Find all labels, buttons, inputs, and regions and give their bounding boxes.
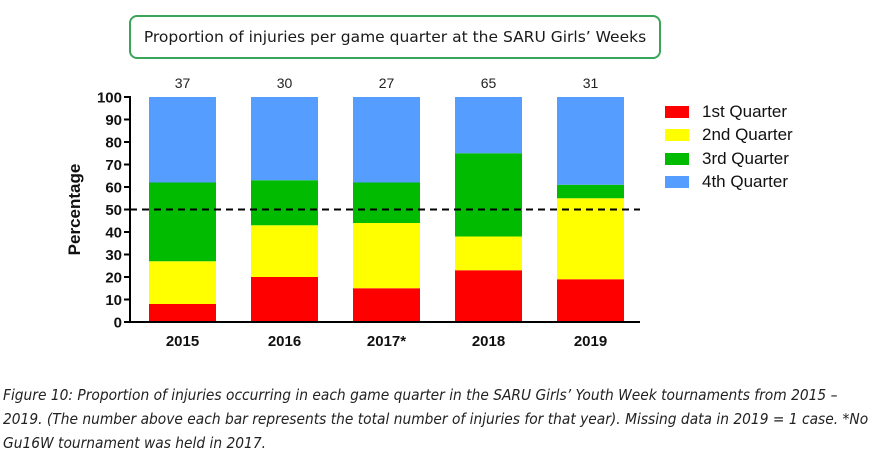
caption-label: Figure 10: (3, 386, 74, 404)
bar-segment-2019-q2 (557, 198, 624, 280)
bar-segment-2017-q3 (353, 182, 420, 223)
legend-swatch (665, 105, 689, 118)
legend-label: 2nd Quarter (702, 125, 793, 145)
bar-total-label: 37 (175, 75, 191, 91)
legend-label: 4th Quarter (702, 172, 788, 192)
bar-segment-2016-q4 (251, 97, 318, 181)
bar-segment-2017-q4 (353, 97, 420, 183)
bar-segment-2018-q3 (455, 153, 522, 237)
bar-segment-2019-q4 (557, 97, 624, 185)
bar-segment-2019-q3 (557, 184, 624, 199)
axes-group: 2015 2016 2017* 2018 2019 0 10 20 30 40 50 60 70 80 90… (97, 90, 640, 350)
x-tick-label: 2017* (367, 333, 406, 350)
y-tick-label: 30 (105, 247, 122, 264)
bar-total-label: 31 (583, 75, 599, 91)
bar-segment-2018-q1 (455, 270, 522, 322)
bar-segment-2016-q2 (251, 225, 318, 277)
bar-segment-2015-q1 (149, 304, 216, 322)
y-tick-label: 80 (105, 135, 122, 152)
legend-item: 4th Quarter (665, 171, 793, 195)
legend: 1st Quarter 2nd Quarter 3rd Quarter 4th Qua… (665, 100, 793, 194)
stacked-bar-chart: 37 30 27 65 31 2015 2016 2017* 2018 2019 0 10 20 30 4… (65, 75, 640, 350)
y-tick-label: 60 (105, 180, 122, 197)
bar-segment-2016-q3 (251, 180, 318, 226)
y-tick-label: 90 (105, 112, 122, 129)
bar-segment-2019-q1 (557, 279, 624, 322)
bar-segment-2018-q4 (455, 97, 522, 154)
x-tick-label: 2019 (574, 333, 607, 350)
legend-swatch (665, 176, 689, 189)
legend-label: 1st Quarter (702, 101, 788, 121)
y-tick-label: 70 (105, 157, 122, 174)
y-tick-label: 100 (97, 90, 122, 107)
bar-segment-2015-q2 (149, 261, 216, 304)
chart-title: Proportion of injuries per game quarter … (129, 15, 661, 59)
legend-label: 3rd Quarter (702, 148, 789, 168)
legend-swatch (665, 152, 689, 165)
figure-caption: Figure 10: Proportion of injuries occurr… (3, 383, 872, 455)
bar-total-label: 65 (481, 75, 497, 91)
legend-item: 1st Quarter (665, 100, 793, 124)
bar-segment-2015-q4 (149, 97, 216, 183)
bar-segment-2016-q1 (251, 277, 318, 322)
legend-item: 2nd Quarter (665, 124, 793, 148)
y-tick-label: 0 (114, 315, 122, 332)
bar-segment-2017-q2 (353, 223, 420, 289)
bar-segment-2017-q1 (353, 288, 420, 322)
x-tick-label: 2016 (268, 333, 301, 350)
x-tick-label: 2018 (472, 333, 505, 350)
bar-total-label: 27 (379, 75, 395, 91)
y-tick-label: 10 (105, 292, 122, 309)
y-tick-label: 40 (105, 225, 122, 242)
bar-segment-2015-q3 (149, 182, 216, 262)
y-tick-label: 50 (105, 202, 122, 219)
bars-group: 37 30 27 65 31 (149, 75, 624, 322)
y-tick-label: 20 (105, 270, 122, 287)
legend-item: 3rd Quarter (665, 147, 793, 171)
caption-text: Proportion of injuries occurring in each… (3, 386, 869, 452)
y-axis-label: Percentage (65, 164, 84, 256)
bar-segment-2018-q2 (455, 236, 522, 271)
legend-swatch (665, 129, 689, 142)
x-tick-label: 2015 (166, 333, 199, 350)
bar-total-label: 30 (277, 75, 293, 91)
